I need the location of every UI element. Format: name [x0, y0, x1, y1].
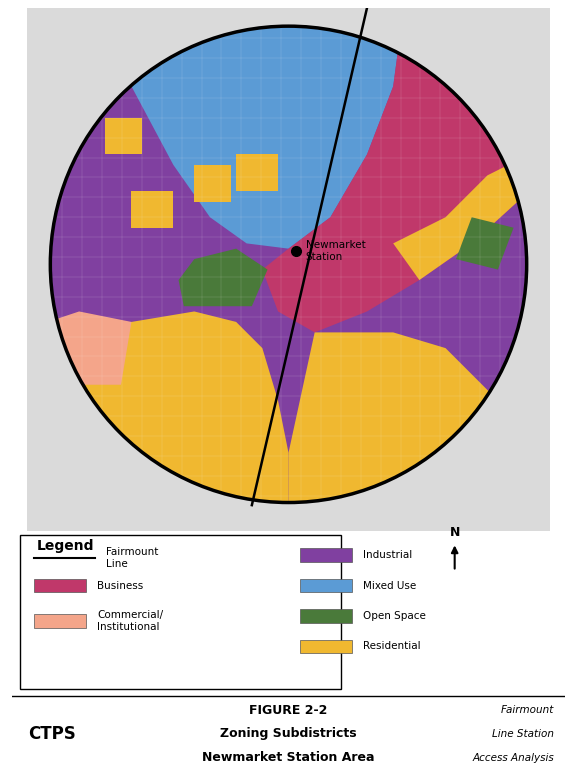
FancyBboxPatch shape — [33, 579, 87, 592]
Polygon shape — [263, 8, 529, 332]
Text: FIGURE 2-2: FIGURE 2-2 — [249, 704, 328, 717]
Text: Mixed Use: Mixed Use — [364, 580, 417, 590]
Polygon shape — [121, 8, 404, 249]
FancyBboxPatch shape — [33, 614, 87, 627]
FancyBboxPatch shape — [299, 640, 352, 653]
Text: Newmarket
Station: Newmarket Station — [306, 240, 365, 263]
Text: Business: Business — [98, 580, 144, 590]
Text: Industrial: Industrial — [364, 550, 413, 560]
Polygon shape — [45, 21, 532, 508]
Polygon shape — [48, 311, 288, 510]
FancyBboxPatch shape — [299, 548, 352, 562]
Polygon shape — [178, 249, 268, 307]
Text: Zoning Subdistricts: Zoning Subdistricts — [220, 728, 357, 740]
Text: Line Station: Line Station — [492, 729, 554, 739]
Text: Fairmount: Fairmount — [501, 706, 554, 715]
FancyBboxPatch shape — [20, 535, 341, 688]
Polygon shape — [89, 39, 142, 86]
Text: Access Analysis: Access Analysis — [473, 753, 554, 763]
Polygon shape — [288, 332, 498, 510]
Polygon shape — [236, 154, 278, 191]
Text: Legend: Legend — [36, 539, 94, 554]
Polygon shape — [456, 217, 514, 270]
Polygon shape — [194, 165, 231, 201]
Text: Newmarket Station Area: Newmarket Station Area — [203, 751, 374, 764]
Polygon shape — [393, 154, 529, 280]
FancyBboxPatch shape — [299, 609, 352, 622]
FancyBboxPatch shape — [299, 579, 352, 592]
Text: Residential: Residential — [364, 641, 421, 652]
Ellipse shape — [50, 26, 527, 503]
Polygon shape — [105, 118, 142, 154]
Text: Fairmount
Line: Fairmount Line — [106, 546, 158, 569]
Text: N: N — [449, 526, 460, 539]
Text: CTPS: CTPS — [28, 725, 76, 743]
Text: Open Space: Open Space — [364, 611, 426, 621]
Text: Commercial/
Institutional: Commercial/ Institutional — [98, 610, 163, 632]
Polygon shape — [132, 191, 173, 227]
Polygon shape — [48, 311, 132, 385]
